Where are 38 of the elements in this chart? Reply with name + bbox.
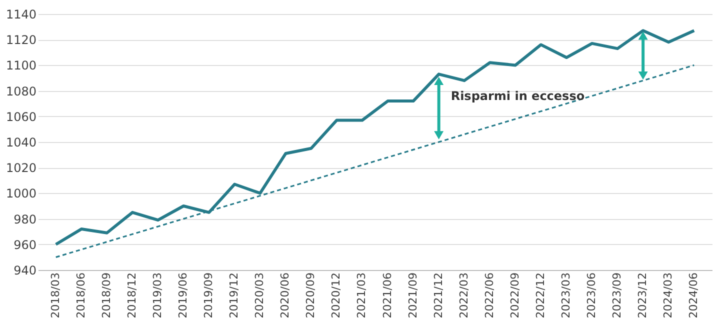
x-tick-label: 2019/12 [228,272,241,318]
x-tick-label: 2023/03 [559,272,572,318]
y-tick-label: 980 [14,212,36,226]
x-tick-label: 2019/09 [202,272,216,318]
y-tick-label: 1060 [6,110,36,124]
y-tick-label: 1040 [6,136,36,150]
x-tick-label: 2021/03 [355,272,368,318]
x-tick-label: 2018/12 [125,272,138,318]
y-tick-label: 1080 [6,84,36,98]
y-tick-label: 960 [14,238,36,252]
x-tick-label: 2020/03 [253,272,266,318]
y-tick-label: 1020 [6,161,36,176]
x-tick-label: 2019/06 [176,272,190,318]
y-tick-label: 1140 [6,8,36,22]
y-tick-label: 940 [14,264,36,278]
x-tick-label: 2024/06 [687,272,700,318]
x-tick-label: 2021/09 [406,272,420,318]
y-tick-label: 1120 [6,33,36,48]
x-tick-label: 2020/09 [304,272,318,318]
x-tick-label: 2022/12 [534,272,547,318]
x-tick-label: 2022/09 [508,272,522,318]
x-tick-label: 2023/12 [636,272,650,318]
x-tick-label: 2024/03 [662,272,675,318]
x-tick-label: 2022/03 [457,272,470,318]
y-tick-label: 1000 [6,186,36,201]
x-tick-label: 2021/12 [432,272,445,318]
x-tick-label: 2018/09 [100,272,113,318]
annotation: Risparmi in eccesso [450,88,585,103]
x-tick-label: 2018/06 [74,272,88,318]
x-tick-label: 2018/03 [48,272,62,318]
x-tick-label: 2022/06 [482,272,496,318]
x-tick-label: 2020/06 [278,272,292,318]
x-tick-label: 2020/12 [330,272,343,318]
x-tick-label: 2021/06 [380,272,394,318]
y-tick-label: 1100 [6,58,36,73]
x-tick-label: 2023/09 [610,272,624,318]
x-tick-label: 2019/03 [150,272,164,318]
x-tick-label: 2023/06 [585,272,598,318]
